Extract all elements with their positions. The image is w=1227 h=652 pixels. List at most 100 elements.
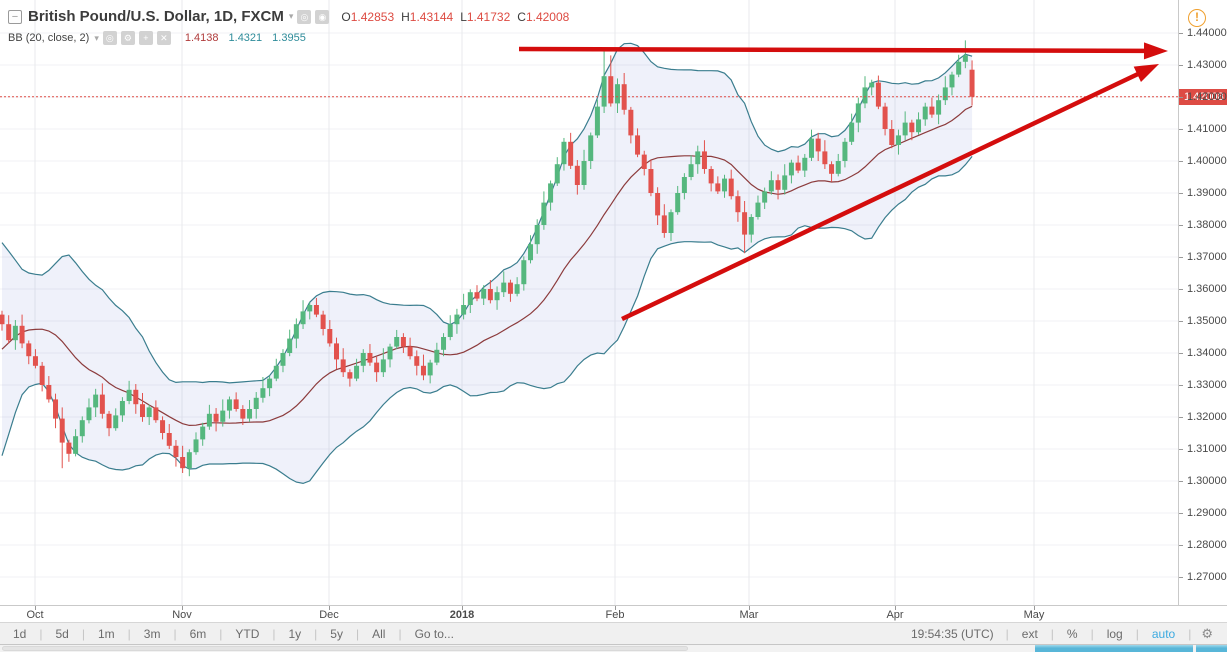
candle-body xyxy=(829,164,835,174)
time-label-feb: Feb xyxy=(605,609,625,621)
range-button-1m[interactable]: 1m xyxy=(97,626,115,641)
range-button-3m[interactable]: 3m xyxy=(143,626,161,641)
candle-body xyxy=(200,426,206,440)
range-button-1y[interactable]: 1y xyxy=(288,626,302,641)
mode-button-auto[interactable]: auto xyxy=(1151,626,1176,641)
candle-body xyxy=(46,385,52,400)
candle-body xyxy=(962,55,968,62)
candle-body xyxy=(681,177,687,193)
indicator-caret-icon[interactable]: ▾ xyxy=(94,32,99,43)
bottom-toolbar: 1d | 5d | 1m | 3m | 6m | YTD | 1y | 5y | All | Go to... 19… xyxy=(0,622,1227,645)
scrollbar-thumb-gray[interactable] xyxy=(2,646,688,651)
series-settings-icon[interactable]: ◉ xyxy=(315,9,330,24)
range-button-ytd[interactable]: YTD xyxy=(235,626,260,641)
time-label-mar: Mar xyxy=(739,609,759,621)
range-button-goto[interactable]: Go to... xyxy=(414,626,454,641)
price-axis[interactable]: ! 1.42008 1.44000 1.43000 1.42000 1.41000 1.… xyxy=(1178,0,1227,622)
candle-body xyxy=(26,343,32,357)
time-tick xyxy=(329,606,330,610)
range-button-5y[interactable]: 5y xyxy=(330,626,343,641)
candle-body xyxy=(247,409,253,419)
candle-body xyxy=(728,178,734,197)
indicator-settings-icon[interactable]: ⚙ xyxy=(120,31,135,45)
indicator-action-buttons: ◎ ⚙ + ✕ xyxy=(102,31,175,45)
candle-body xyxy=(160,420,166,433)
symbol-caret-icon[interactable]: ▾ xyxy=(288,11,294,21)
price-tick xyxy=(1179,321,1183,322)
warning-icon[interactable]: ! xyxy=(1188,9,1206,27)
candle-body xyxy=(808,138,814,158)
candle-body xyxy=(487,289,493,301)
candle-body xyxy=(949,74,955,88)
mode-button-ext[interactable]: ext xyxy=(1021,626,1038,641)
mode-button-percent[interactable]: % xyxy=(1066,626,1078,641)
time-label-may: May xyxy=(1023,609,1045,621)
trend-arrow-shaft[interactable] xyxy=(621,69,1144,322)
indicator-value: 1.4321 xyxy=(228,32,263,44)
candle-body xyxy=(574,165,580,185)
candle-body xyxy=(614,84,620,104)
price-tick xyxy=(1179,225,1183,226)
candle-body xyxy=(474,292,480,299)
price-label: 1.37000 xyxy=(1187,251,1227,263)
legend-collapse-button[interactable]: − xyxy=(8,9,22,24)
time-axis[interactable]: Oct Nov Dec 2018 Feb Mar Apr May xyxy=(0,605,1227,622)
trend-arrow-shaft[interactable] xyxy=(518,46,1151,54)
candle-body xyxy=(869,82,875,88)
horizontal-scrollbar xyxy=(0,645,1227,652)
range-button-5d[interactable]: 5d xyxy=(55,626,69,641)
ohlc-label: L xyxy=(460,9,467,24)
candle-body xyxy=(267,378,273,389)
candle-body xyxy=(387,346,393,360)
candle-body xyxy=(802,157,808,171)
range-button-1d[interactable]: 1d xyxy=(13,626,27,641)
ohlc-label: H xyxy=(401,9,410,24)
scrollbar-thumb-blue[interactable] xyxy=(1035,645,1193,652)
symbol-title[interactable]: British Pound/U.S. Dollar, 1D, FXCM xyxy=(28,8,284,25)
indicator-visibility-icon[interactable]: ◎ xyxy=(102,31,117,45)
candle-body xyxy=(340,359,346,373)
candle-body xyxy=(220,410,226,422)
trend-arrow-head[interactable] xyxy=(1133,64,1159,82)
candle-body xyxy=(253,397,259,409)
candle-body xyxy=(795,162,801,171)
candle-body xyxy=(835,161,841,174)
time-label-apr: Apr xyxy=(886,609,904,621)
indicator-add-icon[interactable]: + xyxy=(138,31,153,45)
candle-body xyxy=(334,343,339,360)
candle-body xyxy=(467,292,473,305)
range-buttons: 1d | 5d | 1m | 3m | 6m | YTD | 1y | 5y | All | Go to... xyxy=(0,627,467,641)
scrollbar-thumb-blue[interactable] xyxy=(1196,645,1227,652)
candle-body xyxy=(701,151,707,169)
range-button-6m[interactable]: 6m xyxy=(189,626,207,641)
toolbar-gear-icon[interactable]: ⚙ xyxy=(1201,625,1213,641)
candle-body xyxy=(568,141,574,166)
candle-body xyxy=(594,106,600,136)
indicator-title[interactable]: BB (20, close, 2) xyxy=(8,32,90,44)
candle-body xyxy=(39,365,45,385)
candle-body xyxy=(166,433,172,446)
candle-body xyxy=(113,415,119,429)
candle-body xyxy=(400,337,406,347)
candle-body xyxy=(133,389,139,405)
clock[interactable]: 19:54:35 (UTC) xyxy=(910,626,994,641)
price-label: 1.44000 xyxy=(1187,27,1227,39)
candle-body xyxy=(548,183,554,203)
candle-body xyxy=(394,337,400,347)
candle-body xyxy=(588,135,594,161)
indicator-values: 1.4138 1.4321 1.3955 xyxy=(175,32,306,44)
candle-body xyxy=(528,244,534,261)
mode-button-log[interactable]: log xyxy=(1106,626,1123,641)
chart-canvas[interactable] xyxy=(0,0,1178,605)
time-tick xyxy=(462,606,463,610)
indicator-delete-icon[interactable]: ✕ xyxy=(156,31,171,45)
trend-arrow-head[interactable] xyxy=(1143,42,1168,60)
bollinger-basis xyxy=(1,105,973,427)
bollinger-upper xyxy=(1,42,973,384)
range-button-all[interactable]: All xyxy=(372,626,386,641)
candle-body xyxy=(895,135,901,145)
candle-body xyxy=(226,399,232,411)
indicator-row: BB (20, close, 2) ▾ ◎ ⚙ + ✕ 1.4138 1.4321 1.3… xyxy=(8,31,576,45)
series-visibility-icon[interactable]: ◎ xyxy=(297,9,312,24)
